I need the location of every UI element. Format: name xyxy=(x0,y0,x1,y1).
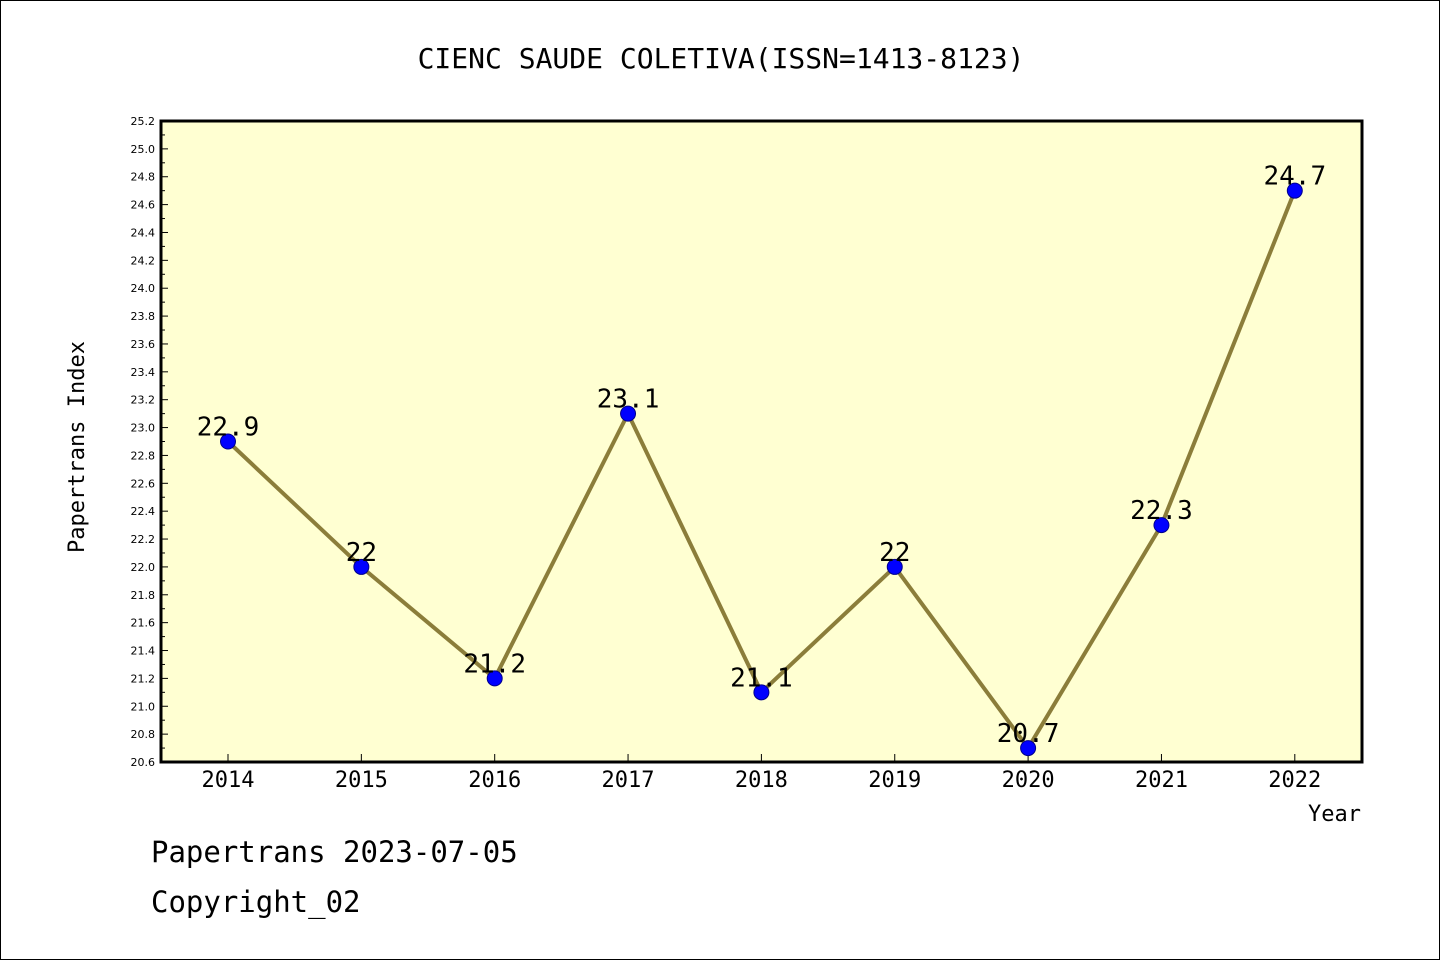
y-tick-label: 22.4 xyxy=(131,505,156,518)
y-tick-label: 21.6 xyxy=(131,617,156,630)
data-point-marker xyxy=(1153,517,1170,534)
x-tick-label: 2022 xyxy=(1268,768,1321,793)
y-tick-label: 23.4 xyxy=(131,366,156,379)
y-tick-label: 22.8 xyxy=(131,449,156,462)
series-layer xyxy=(220,182,1303,757)
y-tick-label: 20.6 xyxy=(131,756,156,769)
data-point-marker xyxy=(220,433,236,450)
footer-date-text: Papertrans 2023-07-05 xyxy=(151,835,518,869)
y-tick-label: 25.2 xyxy=(131,115,156,128)
y-tick-label: 24.6 xyxy=(131,199,156,212)
ticks-layer: 20.6 20.8 21.0 21.2 21.4 21.6 21.8 22.0 22.2 22.4… xyxy=(131,115,1322,793)
x-tick-label: 2016 xyxy=(468,768,521,793)
data-value-label: 22.9 xyxy=(197,413,260,443)
x-tick-label: 2014 xyxy=(202,768,255,793)
y-tick-label: 24.2 xyxy=(131,254,156,267)
footer-copyright-text: Copyright_02 xyxy=(151,885,361,919)
chart-title: CIENC SAUDE COLETIVA(ISSN=1413-8123) xyxy=(418,42,1025,75)
y-tick-label: 22.6 xyxy=(131,477,156,490)
x-tick-label: 2015 xyxy=(335,768,388,793)
y-tick-label: 21.8 xyxy=(131,589,156,602)
data-value-label: 22 xyxy=(346,538,377,568)
y-tick-label: 23.8 xyxy=(131,310,156,323)
y-tick-label: 23.2 xyxy=(131,394,156,407)
x-axis-label: Year xyxy=(1308,802,1361,827)
data-point-marker xyxy=(486,670,503,687)
data-point-marker xyxy=(886,558,903,575)
y-tick-label: 24.4 xyxy=(131,226,156,239)
y-tick-label: 21.0 xyxy=(131,700,156,713)
y-tick-label: 23.0 xyxy=(131,422,156,435)
y-tick-label: 23.6 xyxy=(131,338,156,351)
y-tick-label: 22.2 xyxy=(131,533,156,546)
y-tick-label: 21.2 xyxy=(131,672,156,685)
y-tick-label: 24.8 xyxy=(131,171,156,184)
labels-layer: 22.9 22 21.2 23.1 21.1 22 20.7 22.3 24.7 xyxy=(197,162,1326,749)
data-value-label: 21.2 xyxy=(463,649,526,679)
data-value-label: 22.3 xyxy=(1130,496,1193,526)
plot-area xyxy=(159,119,1364,764)
x-tick-label: 2021 xyxy=(1135,768,1188,793)
y-tick-label: 20.8 xyxy=(131,728,156,741)
y-tick-label: 21.4 xyxy=(131,645,156,658)
data-point-marker xyxy=(620,405,637,422)
data-point-marker xyxy=(1020,740,1037,757)
x-tick-label: 2018 xyxy=(735,768,788,793)
data-point-marker xyxy=(353,558,370,575)
y-axis-label: Papertrans Index xyxy=(65,341,90,553)
data-value-label: 23.1 xyxy=(597,385,660,415)
data-value-label: 22 xyxy=(879,538,910,568)
y-tick-label: 22.0 xyxy=(131,561,156,574)
data-value-label: 24.7 xyxy=(1263,162,1326,192)
data-point-marker xyxy=(753,684,770,701)
x-tick-label: 2020 xyxy=(1002,768,1055,793)
y-tick-label: 24.0 xyxy=(131,282,156,295)
x-tick-label: 2017 xyxy=(602,768,655,793)
x-tick-label: 2019 xyxy=(868,768,921,793)
data-point-marker xyxy=(1286,182,1303,199)
data-value-label: 20.7 xyxy=(997,719,1060,749)
data-value-label: 21.1 xyxy=(730,663,793,693)
y-tick-label: 25.0 xyxy=(131,143,156,156)
